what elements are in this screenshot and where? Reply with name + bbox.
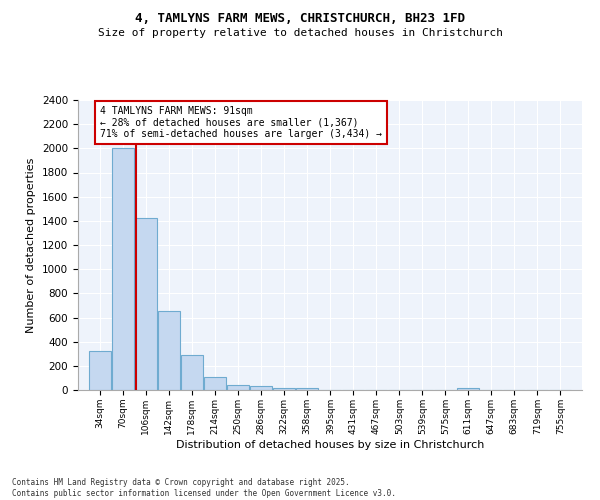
Bar [273,388,295,390]
Bar [158,312,179,390]
Bar [135,218,157,390]
Bar [181,355,203,390]
Bar [227,384,248,390]
X-axis label: Distribution of detached houses by size in Christchurch: Distribution of detached houses by size … [176,440,484,450]
Bar [250,386,272,390]
Bar [112,148,134,390]
Bar [204,378,226,390]
Y-axis label: Number of detached properties: Number of detached properties [26,158,37,332]
Text: 4, TAMLYNS FARM MEWS, CHRISTCHURCH, BH23 1FD: 4, TAMLYNS FARM MEWS, CHRISTCHURCH, BH23… [135,12,465,26]
Bar [457,388,479,390]
Text: Size of property relative to detached houses in Christchurch: Size of property relative to detached ho… [97,28,503,38]
Bar [89,352,110,390]
Bar [296,388,317,390]
Text: 4 TAMLYNS FARM MEWS: 91sqm
← 28% of detached houses are smaller (1,367)
71% of s: 4 TAMLYNS FARM MEWS: 91sqm ← 28% of deta… [100,106,382,139]
Text: Contains HM Land Registry data © Crown copyright and database right 2025.
Contai: Contains HM Land Registry data © Crown c… [12,478,396,498]
